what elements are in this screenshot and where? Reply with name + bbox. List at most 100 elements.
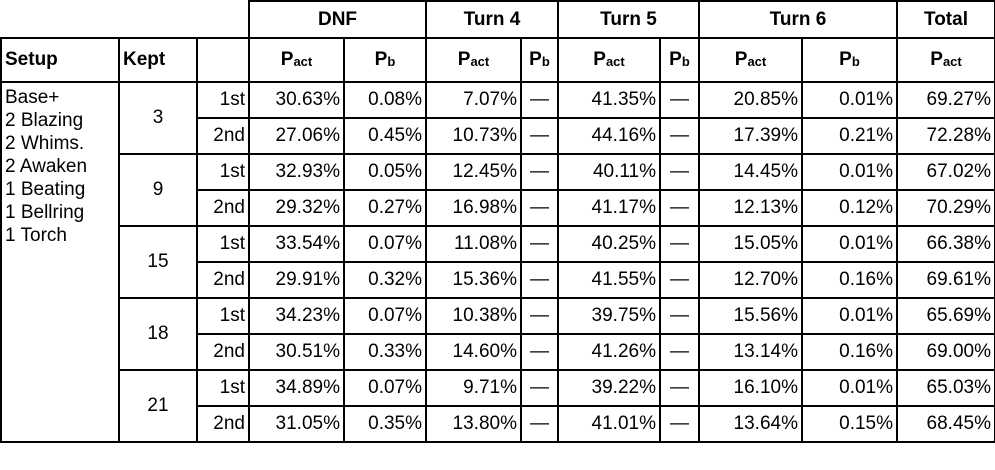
results-table: DNF Turn 4 Turn 5 Turn 6 Total Setup Kep… [0, 0, 995, 443]
dnf-pact-cell: 34.89% [248, 369, 345, 407]
header-dnf-pact: Pact [248, 37, 345, 83]
turn6-pb-cell: 0.16% [801, 333, 898, 371]
header-turn4-pb: Pb [520, 37, 559, 83]
ordinal-cell: 1st [196, 297, 250, 335]
table-body: Base+ 2 Blazing 2 Whims. 2 Awaken 1 Beating 1… [0, 81, 995, 443]
turn4-pb-cell: — [520, 333, 559, 371]
turn6-pb-cell: 0.01% [801, 81, 898, 119]
dnf-pact-cell: 33.54% [248, 225, 345, 263]
header-turn5-pb: Pb [659, 37, 700, 83]
total-pact-cell: 70.29% [896, 189, 995, 227]
table-row: 21 1st 34.89% 0.07% 9.71% —39.22% —16.10% 0.01%… [1, 369, 995, 443]
turn6-pb-cell: 0.01% [801, 153, 898, 191]
dnf-pb-cell: 0.35% [343, 405, 427, 443]
dnf-pb-cell: 0.07% [343, 225, 427, 263]
corner-blank-ordinal [197, 1, 250, 39]
ordinal-cell: 2nd [196, 405, 250, 443]
dnf-pb-cell: 0.07% [343, 369, 427, 407]
total-pact-cell: 65.69% [896, 297, 995, 335]
turn4-pact-cell: 16.98% [425, 189, 522, 227]
turn4-pb-cell: — [520, 153, 559, 191]
setup-line: 2 Blazing [5, 110, 84, 131]
turn6-pb-cell: 0.15% [801, 405, 898, 443]
header-setup: Setup [0, 37, 120, 83]
turn5-pact-cell: 41.35% [557, 81, 661, 119]
group-header-turn4: Turn 4 [425, 0, 559, 39]
kept-cell: 15 [118, 225, 198, 299]
turn6-pb-cell: 0.16% [801, 261, 898, 299]
total-pact-cell: 69.00% [896, 333, 995, 371]
total-pact-cell: 69.27% [896, 81, 995, 119]
turn4-pb-cell: — [520, 81, 559, 119]
header-ordinal-blank [196, 37, 250, 83]
header-turn5-pact: Pact [557, 37, 661, 83]
turn4-pact-cell: 12.45% [425, 153, 522, 191]
dnf-pb-cell: 0.27% [343, 189, 427, 227]
group-header-turn6: Turn 6 [698, 0, 898, 39]
setup-line: 1 Torch [5, 225, 67, 246]
dnf-pact-cell: 27.06% [248, 117, 345, 155]
turn5-pb-cell: — [659, 189, 700, 227]
turn4-pact-cell: 14.60% [425, 333, 522, 371]
ordinal-cell: 1st [196, 369, 250, 407]
header-dnf-pb: Pb [343, 37, 427, 83]
turn5-pb-cell: — [659, 333, 700, 371]
total-pact-cell: 65.03% [896, 369, 995, 407]
turn5-pb-cell: — [659, 117, 700, 155]
setup-line: 1 Beating [5, 179, 86, 200]
dnf-pact-cell: 31.05% [248, 405, 345, 443]
turn6-pact-cell: 16.10% [698, 369, 803, 407]
turn6-pact-cell: 15.56% [698, 297, 803, 335]
turn6-pb-cell: 0.01% [801, 225, 898, 263]
kept-cell: 18 [118, 297, 198, 371]
turn4-pact-cell: 9.71% [425, 369, 522, 407]
dnf-pb-cell: 0.32% [343, 261, 427, 299]
table-row: Base+ 2 Blazing 2 Whims. 2 Awaken 1 Beating 1… [0, 81, 995, 443]
turn4-pact-cell: 10.73% [425, 117, 522, 155]
turn4-pb-cell: — [520, 225, 559, 263]
table-row: 9 1st 32.93% 0.05% 12.45% —40.11% —14.45% 0.01%… [1, 153, 995, 227]
turn6-pact-cell: 12.13% [698, 189, 803, 227]
sub-header-row: Setup Kept Pact Pb Pact Pb Pact Pb Pact … [0, 37, 995, 83]
header-total-pact: Pact [896, 37, 995, 83]
turn5-pb-cell: — [659, 153, 700, 191]
group-header-dnf: DNF [248, 0, 427, 39]
total-pact-cell: 68.45% [896, 405, 995, 443]
table-row: 2nd 30.51% 0.33% 14.60% —41.26% —13.14% 0.16% 6… [1, 333, 995, 371]
table-row: 2nd 31.05% 0.35% 13.80% —41.01% —13.64% 0.15% 6… [1, 405, 995, 443]
group-header-total: Total [896, 0, 995, 39]
table-row: 2nd 29.91% 0.32% 15.36% —41.55% —12.70% 0.16% 6… [1, 261, 995, 299]
kept-cell: 9 [118, 153, 198, 227]
table-row: 15 1st 33.54% 0.07% 11.08% —40.25% —15.05% 0.01… [1, 225, 995, 299]
table-row: 2nd 29.32% 0.27% 16.98% —41.17% —12.13% 0.12% 7… [1, 189, 995, 227]
ordinal-cell: 2nd [196, 189, 250, 227]
turn5-pact-cell: 39.22% [557, 369, 661, 407]
turn6-pact-cell: 13.14% [698, 333, 803, 371]
turn4-pb-cell: — [520, 405, 559, 443]
turn4-pact-cell: 7.07% [425, 81, 522, 119]
ordinal-cell: 1st [196, 81, 250, 119]
header-kept: Kept [118, 37, 198, 83]
table-row: 2nd 27.06% 0.45% 10.73% —44.16% —17.39% 0.21% 7… [1, 117, 995, 155]
dnf-pact-cell: 30.63% [248, 81, 345, 119]
turn6-pact-cell: 14.45% [698, 153, 803, 191]
turn4-pb-cell: — [520, 117, 559, 155]
turn4-pact-cell: 10.38% [425, 297, 522, 335]
turn6-pb-cell: 0.12% [801, 189, 898, 227]
turn5-pb-cell: — [659, 369, 700, 407]
dnf-pact-cell: 32.93% [248, 153, 345, 191]
setup-line: 2 Whims. [5, 133, 85, 154]
dnf-pb-cell: 0.08% [343, 81, 427, 119]
turn4-pact-cell: 15.36% [425, 261, 522, 299]
dnf-pb-cell: 0.45% [343, 117, 427, 155]
turn6-pact-cell: 15.05% [698, 225, 803, 263]
turn5-pact-cell: 41.26% [557, 333, 661, 371]
dnf-pact-cell: 29.91% [248, 261, 345, 299]
group-header-turn5: Turn 5 [557, 0, 700, 39]
setup-line: 1 Bellring [5, 202, 85, 223]
total-pact-cell: 67.02% [896, 153, 995, 191]
table-row: 18 1st 34.23% 0.07% 10.38% —39.75% —15.56% 0.01… [1, 297, 995, 371]
turn4-pact-cell: 11.08% [425, 225, 522, 263]
turn5-pact-cell: 40.11% [557, 153, 661, 191]
ordinal-cell: 1st [196, 225, 250, 263]
